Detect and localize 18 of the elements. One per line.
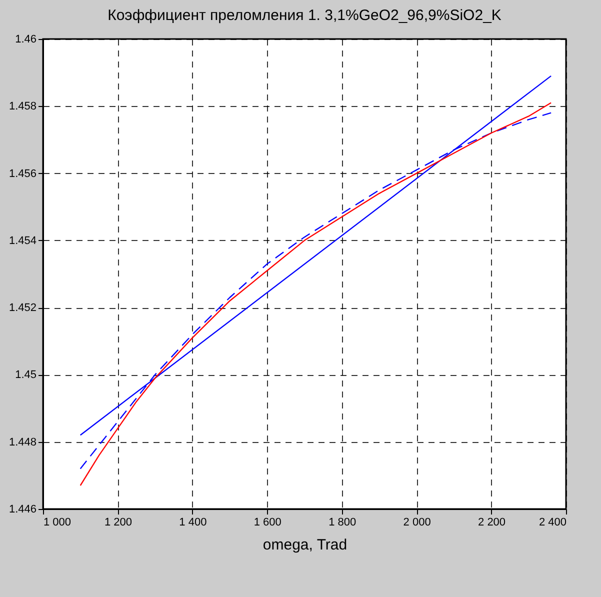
y-tick-label: 1.452 [8, 302, 36, 314]
x-tick-label: 2 200 [478, 516, 506, 528]
y-tick-label: 1.458 [8, 100, 36, 113]
y-tick-label: 1.448 [8, 436, 36, 448]
y-tick-label: 1.454 [8, 234, 36, 247]
x-tick-label: 1 400 [179, 516, 207, 528]
chart-title: Коэффициент преломления 1. 3,1%GeO2_96,9%SiO2_K [108, 7, 502, 24]
x-tick-label: 1 200 [104, 516, 132, 528]
x-tick-label: 1 800 [328, 516, 356, 528]
x-tick-label: 1 000 [44, 516, 72, 528]
x-tick-label: 2 400 [538, 516, 566, 528]
y-tick-label: 1.46 [15, 34, 36, 46]
y-tick-label: 1.446 [8, 504, 36, 516]
y-tick-label: 1.45 [15, 369, 36, 382]
x-tick-label: 1 600 [254, 516, 282, 528]
y-tick-label: 1.456 [8, 168, 36, 180]
x-axis-title: omega, Trad [262, 536, 348, 554]
x-tick-label: 2 000 [403, 516, 431, 528]
